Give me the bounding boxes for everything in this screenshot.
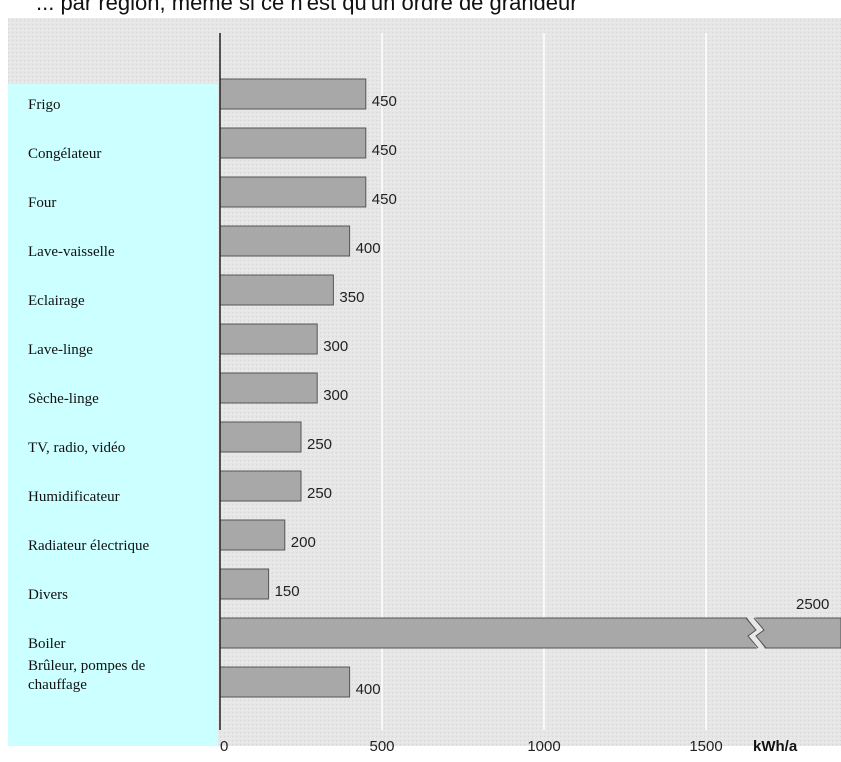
category-labels: Frigo Congélateur Four Lave-vaisselle Eclair… [28, 97, 150, 693]
bar [219, 470, 302, 502]
axis-break-mark [746, 616, 766, 650]
bar [219, 421, 302, 453]
category-label: Frigo [28, 97, 61, 113]
x-tick-label: 0 [220, 738, 228, 755]
value-label: 200 [291, 534, 316, 551]
gridlines [381, 33, 707, 730]
bar [219, 666, 351, 698]
value-label: 400 [356, 681, 381, 698]
x-tick-label: 1500 [689, 738, 722, 755]
category-label-panel [8, 84, 218, 746]
bar [219, 519, 286, 551]
bars [219, 78, 841, 698]
x-tick-label: 1000 [527, 738, 560, 755]
value-label: 2500 [796, 596, 829, 613]
category-label: Humidificateur [28, 489, 120, 505]
axis-break-line [753, 617, 767, 649]
value-label: 400 [356, 240, 381, 257]
bar [219, 274, 334, 306]
value-label: 350 [339, 289, 364, 306]
value-label: 250 [307, 485, 332, 502]
category-label: TV, radio, vidéo [28, 440, 125, 456]
bar [219, 225, 351, 257]
value-labels: 450 450 450 400 350 300 300 250 250 200 150 2500 400 [275, 93, 830, 698]
category-label: Divers [28, 587, 68, 603]
axis-break-line [745, 617, 759, 649]
bar [219, 127, 367, 159]
bar [219, 323, 318, 355]
bar [219, 78, 367, 110]
category-label: Lave-vaisselle [28, 244, 115, 260]
value-label: 450 [372, 93, 397, 110]
value-label: 450 [372, 142, 397, 159]
category-label: Lave-linge [28, 342, 93, 358]
value-label: 450 [372, 191, 397, 208]
value-label: 300 [323, 387, 348, 404]
bar [219, 617, 841, 649]
bar [219, 176, 367, 208]
category-label: Congélateur [28, 146, 101, 162]
bar [219, 568, 270, 600]
category-label: Brûleur, pompes de chauffage [28, 658, 146, 693]
category-label: Four [28, 195, 56, 211]
category-label: Eclairage [28, 293, 85, 309]
chart-title: ... par région, même si ce n'est qu'un o… [36, 0, 578, 15]
value-label: 150 [275, 583, 300, 600]
x-unit-label: kWh/a [753, 738, 798, 755]
category-label: Sèche-linge [28, 391, 99, 407]
category-label: Radiateur électrique [28, 538, 150, 554]
category-label: Boiler [28, 636, 66, 652]
x-tick-label: 500 [369, 738, 394, 755]
value-label: 250 [307, 436, 332, 453]
value-label: 300 [323, 338, 348, 355]
x-tick-labels: 0 500 1000 1500 [220, 738, 723, 755]
bar [219, 372, 318, 404]
